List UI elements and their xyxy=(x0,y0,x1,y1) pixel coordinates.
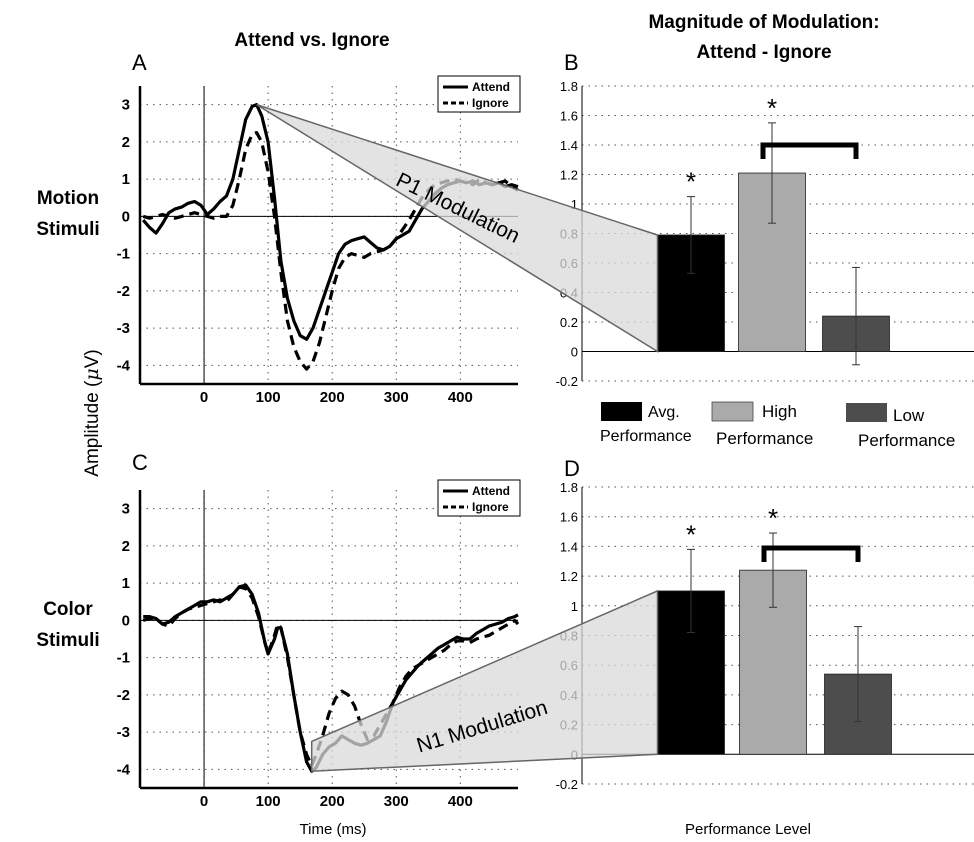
panel-a-waveforms: -4 -3 -2 -1 0 1 2 3 0 100 200 300 400 Attend Ignore xyxy=(117,75,521,406)
panel-b-y-tick-label: 0.2 xyxy=(560,315,578,330)
panel-c-y-tick-label: -3 xyxy=(117,724,130,741)
panel-a-y-tick-label: 3 xyxy=(122,97,130,114)
panel-a-series-ignore xyxy=(142,131,519,371)
amplitude-label-suffix: V) xyxy=(82,349,103,368)
panel-b-y-tick-label: 1.6 xyxy=(560,109,578,124)
right-title-line1: Magnitude of Modulation: xyxy=(648,12,879,33)
panel-c-x-tick-label: 300 xyxy=(384,793,409,810)
color-label-line1: Color xyxy=(43,599,93,620)
panel-b-significance-star-2: * xyxy=(767,93,777,123)
panel-a-y-tick-label: -4 xyxy=(117,357,131,374)
panel-letter-d: D xyxy=(564,456,580,481)
panel-d-y-tick-label: 1.2 xyxy=(560,569,578,584)
panel-a-y-tick-label: -2 xyxy=(117,283,130,300)
panel-a-y-tick-label: -3 xyxy=(117,320,130,337)
panel-d-y-tick-label: 1.4 xyxy=(560,539,578,554)
panel-a-x-tick-label: 0 xyxy=(200,389,208,406)
panel-a-legend-box xyxy=(437,75,521,113)
color-label-line2: Stimuli xyxy=(36,630,99,651)
panel-c-x-tick-label: 100 xyxy=(256,793,281,810)
panel-b-comparison-bracket xyxy=(760,142,859,159)
panel-letter-a: A xyxy=(132,50,147,75)
panel-c-legend-label-ignore: Ignore xyxy=(472,500,509,514)
time-axis-label: Time (ms) xyxy=(300,821,367,838)
motion-label-line2: Stimuli xyxy=(36,219,99,240)
panel-a-x-tick-label: 300 xyxy=(384,389,409,406)
panel-c-y-tick-label: 1 xyxy=(122,575,130,592)
panel-c-y-tick-label: -1 xyxy=(117,650,130,667)
performance-axis-label: Performance Level xyxy=(685,821,811,838)
legend-avg-line1: Avg. xyxy=(648,404,680,421)
amplitude-label-prefix: Amplitude ( xyxy=(82,380,103,477)
panel-c-x-tick-label: 0 xyxy=(200,793,208,810)
bar-legend: Avg. Performance High Performance Low Pe… xyxy=(600,401,955,450)
panel-a-x-tick-label: 100 xyxy=(256,389,281,406)
panel-b-significance-star-1: * xyxy=(686,167,696,197)
panel-d-y-tick-label: 1.6 xyxy=(560,510,578,525)
legend-swatch-low xyxy=(846,403,887,422)
panel-c-series-ignore xyxy=(142,585,520,768)
panel-c-x-tick-label: 200 xyxy=(320,793,345,810)
panel-a-y-tick-label: 0 xyxy=(122,208,130,225)
panel-c-y-tick-label: 2 xyxy=(122,538,130,555)
left-title: Attend vs. Ignore xyxy=(234,30,389,51)
panel-c-x-tick-label: 400 xyxy=(448,793,473,810)
legend-high-line1: High xyxy=(762,402,797,421)
panel-d-y-tick-label: 1.8 xyxy=(560,480,578,495)
panel-c-y-tick-label: -4 xyxy=(117,761,131,778)
p1-modulation-wedge xyxy=(256,103,659,353)
amplitude-axis-label: Amplitude (μV) xyxy=(81,349,103,476)
panel-c-legend-box xyxy=(437,479,521,517)
panel-b-y-tick-label: 0 xyxy=(571,345,578,360)
panel-a-y-tick-label: 2 xyxy=(122,134,130,151)
panel-letter-b: B xyxy=(564,50,579,75)
panel-c-y-tick-label: -2 xyxy=(117,687,130,704)
n1-modulation-wedge xyxy=(310,589,659,773)
panel-b-y-tick-label: -0.2 xyxy=(556,374,578,389)
panel-c-y-tick-label: 3 xyxy=(122,501,130,518)
legend-high-line2: Performance xyxy=(716,429,813,448)
panel-a-legend-label-ignore: Ignore xyxy=(472,96,509,110)
legend-swatch-avg xyxy=(601,402,642,421)
panel-d-y-tick-label: 1 xyxy=(571,599,578,614)
panel-d-comparison-bracket xyxy=(761,545,861,562)
panel-a-y-tick-label: -1 xyxy=(117,246,130,263)
motion-label-line1: Motion xyxy=(37,188,99,209)
panel-a-x-tick-label: 200 xyxy=(320,389,345,406)
panel-a-y-tick-label: 1 xyxy=(122,171,130,188)
panel-a-legend-label-attend: Attend xyxy=(472,80,510,94)
legend-avg-line2: Performance xyxy=(600,428,692,445)
panel-d-y-tick-label: -0.2 xyxy=(556,777,578,792)
panel-a-x-tick-label: 400 xyxy=(448,389,473,406)
panel-b-y-tick-label: 1.2 xyxy=(560,168,578,183)
panel-d-significance-star-1: * xyxy=(686,519,696,549)
panel-b-y-tick-label: 1 xyxy=(571,197,578,212)
panel-c-y-tick-label: 0 xyxy=(122,612,130,629)
legend-swatch-high xyxy=(711,401,754,422)
legend-low-line1: Low xyxy=(893,406,925,425)
right-title-line2: Attend - Ignore xyxy=(696,42,831,63)
panel-d-significance-star-2: * xyxy=(768,503,778,533)
panel-c-legend-label-attend: Attend xyxy=(472,484,510,498)
panel-b-y-tick-label: 1.8 xyxy=(560,79,578,94)
amplitude-label-mu: μ xyxy=(81,368,103,380)
panel-letter-c: C xyxy=(132,450,148,475)
panel-b-y-tick-label: 1.4 xyxy=(560,138,578,153)
legend-low-line2: Performance xyxy=(858,431,955,450)
